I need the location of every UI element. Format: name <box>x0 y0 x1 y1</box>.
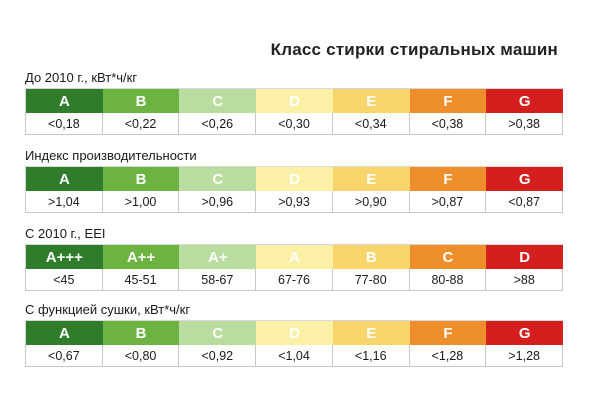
class-value-cell: >0,90 <box>333 191 410 212</box>
class-value-cell: <0,34 <box>333 113 410 134</box>
class-label-cell: B <box>332 245 410 269</box>
class-value-cell: >88 <box>513 272 535 287</box>
class-label-cell: E <box>332 167 410 191</box>
class-value-cell: <0,38 <box>410 113 487 134</box>
class-value-cell: 58-67 <box>179 269 257 290</box>
class-value-cell: 77-80 <box>333 269 410 290</box>
class-label-cell: C <box>179 167 257 191</box>
class-value-cell: >1,04 <box>26 191 103 212</box>
class-label-cell: F <box>409 167 487 191</box>
class-value-row: <0,67 <0,80 <0,92 <1,04 <1,16 <1,28 >1,28 <box>25 345 563 367</box>
class-label-cell: G <box>486 167 564 191</box>
class-value-cell: <0,18 <box>26 113 103 134</box>
class-value-cell: <45 <box>26 269 103 290</box>
class-value-cell: 67-76 <box>256 269 333 290</box>
class-value-cell: <0,67 <box>26 345 103 366</box>
class-value-cell: >0,87 <box>410 191 487 212</box>
class-value-cell: >1,28 <box>508 348 540 363</box>
class-label-cell: G <box>486 321 564 345</box>
class-label-cell: E <box>332 321 410 345</box>
class-value-cell: <1,04 <box>256 345 333 366</box>
class-table-3: С 2010 г., EEI A+++ A++ A+ A B C D <45 45-51 58-67… <box>25 226 564 291</box>
class-label-cell: G <box>486 89 564 113</box>
class-label-cell: E <box>332 89 410 113</box>
class-label-cell: D <box>486 245 564 269</box>
class-value-cell: >0,38 <box>508 116 540 131</box>
section-label: Индекс производительности <box>25 148 197 163</box>
class-label-cell: D <box>256 321 333 345</box>
class-label-cell: B <box>102 321 180 345</box>
class-label-cell: D <box>256 167 333 191</box>
class-label-cell: A <box>26 167 103 191</box>
class-table-1: До 2010 г., кВт*ч/кг A B C D E F G <0,18 <0,22 <0,… <box>25 70 564 135</box>
class-value-cell: <0,92 <box>179 345 257 366</box>
class-label-cell: A+ <box>179 245 257 269</box>
class-label-cell: A <box>26 89 103 113</box>
class-value-row: >1,04 >1,00 >0,96 >0,93 >0,90 >0,87 <0,87 <box>25 191 563 213</box>
class-value-cell: >0,93 <box>256 191 333 212</box>
section-label: До 2010 г., кВт*ч/кг <box>25 70 138 85</box>
section-label: С функцией сушки, кВт*ч/кг <box>25 302 191 317</box>
class-value-row: <45 45-51 58-67 67-76 77-80 80-88 >88 <box>25 269 563 291</box>
class-value-row: <0,18 <0,22 <0,26 <0,30 <0,34 <0,38 >0,38 <box>25 113 563 135</box>
class-value-cell: <0,87 <box>508 194 540 209</box>
class-label-cell: B <box>102 167 180 191</box>
class-label-cell: F <box>409 321 487 345</box>
section-label: С 2010 г., EEI <box>25 226 106 241</box>
class-label-cell: A++ <box>102 245 180 269</box>
class-label-cell: A <box>256 245 333 269</box>
class-table-2: Индекс производительности A B C D E F G >1,04 >1,… <box>25 148 564 213</box>
class-value-cell: <0,30 <box>256 113 333 134</box>
class-value-cell: <1,28 <box>410 345 487 366</box>
class-value-cell: <1,16 <box>333 345 410 366</box>
class-label-cell: C <box>179 321 257 345</box>
class-value-cell: <0,26 <box>179 113 257 134</box>
class-table-4: С функцией сушки, кВт*ч/кг A B C D E F G <0,67 <0… <box>25 302 564 367</box>
class-label-cell: A+++ <box>26 245 103 269</box>
class-color-bar: A+++ A++ A+ A B C D <box>25 244 564 269</box>
class-label-cell: B <box>102 89 180 113</box>
class-value-cell: >1,00 <box>103 191 180 212</box>
class-value-cell: 45-51 <box>103 269 180 290</box>
class-value-cell: >0,96 <box>179 191 257 212</box>
class-value-cell: <0,80 <box>103 345 180 366</box>
page-title: Класс стирки стиральных машин <box>270 40 558 59</box>
class-value-cell: <0,22 <box>103 113 180 134</box>
class-label-cell: A <box>26 321 103 345</box>
class-label-cell: C <box>409 245 487 269</box>
class-label-cell: F <box>409 89 487 113</box>
class-value-cell: 80-88 <box>410 269 487 290</box>
class-label-cell: D <box>256 89 333 113</box>
class-label-cell: C <box>179 89 257 113</box>
